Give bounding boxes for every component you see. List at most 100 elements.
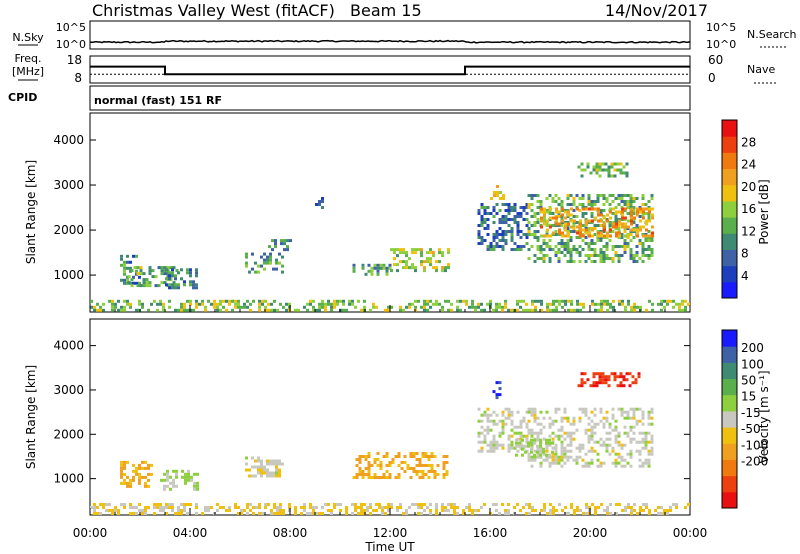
power-colorbar-swatch-1 bbox=[722, 265, 737, 283]
power-ytick-3: 4000 bbox=[53, 133, 84, 147]
velocity-colorbar-tick-2: 50 bbox=[741, 374, 756, 388]
power-colorbar-swatch-3 bbox=[722, 233, 737, 250]
power-region-11 bbox=[577, 162, 629, 178]
noise-left-tick-bottom: 10^0 bbox=[56, 38, 86, 51]
velocity-region-9 bbox=[90, 503, 690, 515]
power-data-cells bbox=[90, 162, 690, 312]
power-colorbar-swatch-5 bbox=[722, 200, 737, 218]
velocity-region-0 bbox=[120, 460, 153, 488]
time-tick-0: 00:00 bbox=[73, 526, 108, 540]
power-colorbar-tick-2: 12 bbox=[741, 224, 756, 238]
time-tick-4: 16:00 bbox=[473, 526, 508, 540]
power-region-7 bbox=[477, 203, 529, 251]
power-colorbar-swatch-10 bbox=[722, 120, 737, 137]
time-tick-5: 20:00 bbox=[573, 526, 608, 540]
velocity-colorbar-swatch-5 bbox=[722, 410, 737, 428]
velocity-ytick-0: 1000 bbox=[53, 472, 84, 486]
noise-search-label: N.Search bbox=[747, 28, 797, 41]
power-colorbar-swatch-7 bbox=[722, 168, 737, 186]
power-ytick-0: 1000 bbox=[53, 268, 84, 282]
velocity-colorbar-swatch-1 bbox=[722, 475, 737, 493]
power-colorbar-tick-3: 16 bbox=[741, 202, 756, 216]
power-colorbar-swatch-8 bbox=[722, 152, 737, 170]
velocity-colorbar-tick-4: -15 bbox=[741, 406, 761, 420]
power-region-2 bbox=[165, 268, 198, 290]
velocity-region-7 bbox=[515, 438, 554, 457]
velocity-colorbar-swatch-4 bbox=[722, 427, 737, 444]
time-tick-2: 08:00 bbox=[273, 526, 308, 540]
power-colorbar-swatch-0 bbox=[722, 281, 737, 299]
power-region-4 bbox=[268, 239, 292, 252]
power-colorbar-tick-6: 28 bbox=[741, 135, 756, 149]
velocity-region-5 bbox=[492, 381, 502, 400]
power-colorbar-swatch-9 bbox=[722, 136, 737, 153]
beam-label: Beam 15 bbox=[350, 1, 422, 20]
power-colorbar-swatch-6 bbox=[722, 184, 737, 202]
noise-left-tick-top: 10^5 bbox=[56, 21, 86, 34]
velocity-ytick-1: 2000 bbox=[53, 427, 84, 441]
cpid-mode: normal (fast) 151 RF bbox=[94, 94, 222, 107]
power-colorbar-tick-1: 8 bbox=[741, 247, 749, 261]
time-tick-6: 00:00 bbox=[673, 526, 708, 540]
time-tick-3: 12:00 bbox=[373, 526, 408, 540]
velocity-colorbar-swatch-8 bbox=[722, 362, 737, 380]
power-colorbar-swatch-2 bbox=[722, 249, 737, 267]
nave-label: Nave bbox=[747, 63, 775, 76]
velocity-panel: 1000 2000 3000 4000 Slant Range [km] 200 100… bbox=[24, 318, 771, 516]
velocity-colorbar: 200 100 50 15 -15 -50 -100 -200 bbox=[721, 329, 768, 509]
velocity-colorbar-label: Velocity [m s⁻¹] bbox=[757, 370, 771, 463]
velocity-colorbar-tick-6: -100 bbox=[741, 438, 768, 452]
power-colorbar-swatch-4 bbox=[722, 217, 737, 234]
power-region-6 bbox=[390, 248, 450, 273]
power-panel: 1000 2000 3000 4000 Slant Range [km] 4 8 12 16… bbox=[24, 112, 771, 313]
power-region-12 bbox=[315, 197, 324, 209]
velocity-colorbar-swatch-3 bbox=[722, 443, 737, 460]
freq-label-2: [MHz] bbox=[12, 65, 44, 78]
noise-polyline bbox=[89, 39, 691, 44]
time-axis-label: Time UT bbox=[364, 540, 415, 554]
power-region-13 bbox=[90, 299, 690, 312]
freq-label-1: Freq. bbox=[14, 52, 41, 65]
velocity-colorbar-swatch-7 bbox=[722, 378, 737, 396]
velocity-colorbar-tick-3: 15 bbox=[741, 390, 756, 404]
velocity-region-3 bbox=[352, 452, 449, 479]
power-colorbar-tick-5: 24 bbox=[741, 158, 756, 172]
time-axis: 00:00 04:00 08:00 12:00 16:00 20:00 00:00 bbox=[73, 526, 708, 540]
velocity-ylabel: Slant Range [km] bbox=[24, 365, 38, 469]
time-tick-1: 04:00 bbox=[173, 526, 208, 540]
velocity-colorbar-swatch-10 bbox=[722, 330, 737, 347]
velocity-colorbar-swatch-0 bbox=[722, 491, 737, 509]
velocity-colorbar-swatch-9 bbox=[722, 346, 737, 363]
power-colorbar-tick-0: 4 bbox=[741, 269, 749, 283]
cpid-label: CPID bbox=[8, 91, 37, 104]
velocity-colorbar-swatch-2 bbox=[722, 459, 737, 477]
power-ylabel: Slant Range [km] bbox=[24, 160, 38, 264]
power-colorbar: 4 8 12 16 20 24 28 bbox=[721, 119, 756, 299]
velocity-region-2 bbox=[245, 456, 284, 478]
nave-tick-bottom: 0 bbox=[708, 71, 716, 85]
power-ytick-1: 2000 bbox=[53, 223, 84, 237]
velocity-data-cells bbox=[90, 372, 690, 515]
velocity-colorbar-swatch-6 bbox=[722, 394, 737, 412]
nave-tick-top: 60 bbox=[708, 53, 723, 67]
velocity-region-8 bbox=[577, 372, 641, 388]
noise-right-tick-bottom: 10^0 bbox=[706, 38, 736, 51]
velocity-colorbar-tick-7: -200 bbox=[741, 454, 768, 468]
power-region-8 bbox=[490, 185, 505, 200]
velocity-region-1 bbox=[160, 469, 199, 491]
velocity-ytick-3: 4000 bbox=[53, 339, 84, 353]
power-region-10 bbox=[540, 207, 654, 238]
power-ytick-2: 3000 bbox=[53, 178, 84, 192]
freq-panel: Freq. [MHz] 18 8 60 0 Nave bbox=[12, 52, 778, 85]
noise-trace bbox=[89, 39, 691, 44]
power-colorbar-tick-4: 20 bbox=[741, 180, 756, 194]
noise-panel: N.Sky 10^5 10^0 10^5 10^0 N.Search bbox=[12, 20, 797, 51]
velocity-colorbar-tick-0: 200 bbox=[741, 341, 764, 355]
noise-right-tick-top: 10^5 bbox=[706, 21, 736, 34]
power-region-3 bbox=[245, 252, 284, 274]
date-label: 14/Nov/2017 bbox=[605, 1, 708, 20]
power-colorbar-label: Power [dB] bbox=[757, 179, 771, 244]
power-region-5 bbox=[352, 263, 392, 276]
power-region-1 bbox=[127, 266, 179, 288]
